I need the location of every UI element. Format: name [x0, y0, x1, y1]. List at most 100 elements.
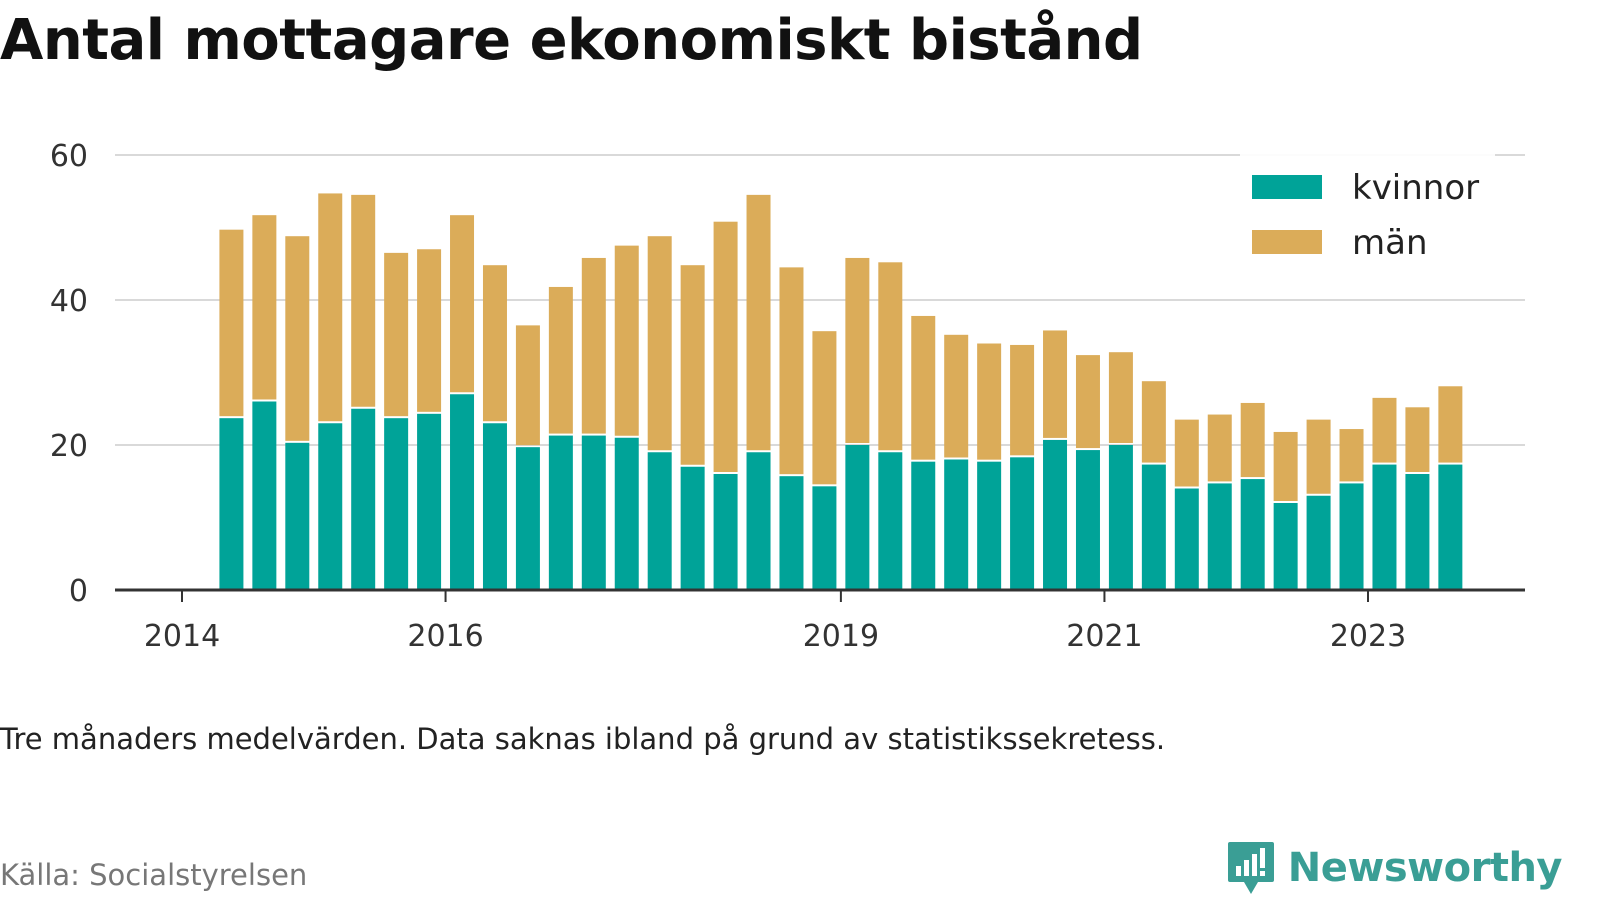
bar-segment-kvinnor — [351, 408, 376, 590]
bar-segment-man — [1075, 355, 1100, 449]
brand-logo[interactable]: Newsworthy — [1226, 840, 1563, 896]
legend-box — [1240, 153, 1495, 275]
x-tick-label: 2016 — [407, 619, 483, 654]
bar-segment-kvinnor — [1108, 445, 1133, 590]
y-tick-label: 0 — [69, 574, 88, 609]
bar-segment-kvinnor — [581, 435, 606, 590]
x-tick-label: 2021 — [1066, 619, 1142, 654]
bar-segment-man — [977, 343, 1002, 460]
bar-segment-man — [318, 193, 343, 422]
bar-segment-kvinnor — [878, 452, 903, 590]
bar-segment-man — [450, 215, 475, 393]
bar-segment-man — [384, 252, 409, 417]
bar-segment-kvinnor — [746, 452, 771, 590]
bar-segment-man — [1273, 431, 1298, 501]
bar-segment-kvinnor — [219, 418, 244, 590]
bar-segment-man — [1174, 419, 1199, 487]
bar-segment-kvinnor — [1075, 450, 1100, 590]
bar-segment-kvinnor — [977, 461, 1002, 590]
legend-swatch-kvinnor — [1252, 175, 1322, 199]
bar-segment-kvinnor — [812, 486, 837, 590]
bar-segment-man — [680, 265, 705, 465]
bar-segment-kvinnor — [548, 435, 573, 590]
x-tick-label: 2019 — [803, 619, 879, 654]
bar-segment-kvinnor — [252, 401, 277, 590]
legend-swatch-man — [1252, 230, 1322, 254]
bar-segment-kvinnor — [845, 445, 870, 590]
bar-segment-man — [1405, 407, 1430, 472]
brand-name: Newsworthy — [1287, 845, 1563, 891]
bar-segment-kvinnor — [1010, 457, 1035, 590]
bar-segment-kvinnor — [318, 423, 343, 590]
bar-segment-man — [647, 236, 672, 451]
bar-segment-man — [1010, 344, 1035, 456]
bar-segment-kvinnor — [647, 452, 672, 590]
bar-segment-kvinnor — [450, 394, 475, 590]
bar-segment-man — [219, 229, 244, 417]
legend-label-man: män — [1352, 223, 1428, 263]
bar-segment-man — [779, 267, 804, 475]
chart-title: Antal mottagare ekonomiskt bistånd — [0, 8, 1143, 73]
legend-label-kvinnor: kvinnor — [1352, 168, 1479, 208]
bar-segment-kvinnor — [1207, 483, 1232, 590]
bar-segment-kvinnor — [779, 476, 804, 590]
bar-segment-kvinnor — [680, 466, 705, 590]
bar-segment-man — [417, 249, 442, 412]
bar-segment-kvinnor — [1141, 464, 1166, 590]
axes: 0 20 40 60 2014 2016 2019 2021 2023 — [50, 139, 1525, 654]
bar-segment-kvinnor — [384, 418, 409, 590]
bar-segment-kvinnor — [1043, 439, 1068, 590]
bar-segment-man — [746, 194, 771, 451]
bar-segment-kvinnor — [1174, 488, 1199, 590]
y-tick-label: 20 — [50, 429, 88, 464]
bar-segment-man — [1339, 429, 1364, 482]
bar-segment-kvinnor — [285, 442, 310, 590]
bar-segment-kvinnor — [1372, 464, 1397, 590]
bar-segment-kvinnor — [713, 474, 738, 590]
x-tick-label: 2014 — [144, 619, 220, 654]
bar-segment-man — [614, 245, 639, 436]
bar-segment-man — [351, 194, 376, 407]
y-tick-label: 60 — [50, 139, 88, 174]
bar-segment-man — [812, 331, 837, 485]
bar-segment-man — [482, 265, 507, 422]
bar-segment-man — [944, 334, 969, 458]
bar-segment-kvinnor — [1438, 464, 1463, 590]
bar-segment-kvinnor — [482, 423, 507, 590]
bar-segment-man — [1141, 381, 1166, 463]
chart-note: Tre månaders medelvärden. Data saknas ib… — [0, 722, 1166, 756]
bar-segment-man — [1306, 419, 1331, 494]
newsworthy-logo-icon — [1227, 842, 1274, 894]
bar-segment-kvinnor — [1339, 483, 1364, 590]
bar-segment-kvinnor — [1405, 474, 1430, 590]
bar-segment-kvinnor — [1306, 495, 1331, 590]
bar-segment-man — [581, 257, 606, 434]
bar-segment-kvinnor — [515, 447, 540, 590]
bar-segment-man — [1108, 352, 1133, 443]
y-tick-label: 40 — [50, 284, 88, 319]
bar-segment-kvinnor — [417, 413, 442, 590]
bar-segment-kvinnor — [944, 459, 969, 590]
x-tick-label: 2023 — [1330, 619, 1406, 654]
bar-segment-man — [845, 257, 870, 443]
bar-segment-kvinnor — [1273, 503, 1298, 590]
bar-segment-man — [911, 315, 936, 460]
bar-segment-man — [1043, 330, 1068, 438]
bar-segment-man — [1372, 397, 1397, 463]
bar-segment-man — [252, 215, 277, 400]
bar-segment-man — [1438, 386, 1463, 463]
bar-segment-man — [1207, 414, 1232, 482]
bar-segment-kvinnor — [614, 437, 639, 590]
bar-segment-kvinnor — [911, 461, 936, 590]
bar-segment-man — [713, 221, 738, 472]
bar-segment-man — [285, 236, 310, 441]
bar-segment-man — [878, 262, 903, 451]
bar-segment-man — [548, 286, 573, 434]
bar-segment-kvinnor — [1240, 479, 1265, 590]
legend: kvinnor män — [1240, 153, 1495, 275]
bar-segment-man — [1240, 402, 1265, 478]
source-credit: Källa: Socialstyrelsen — [0, 858, 308, 892]
bar-segment-man — [515, 325, 540, 446]
bar-chart: 0 20 40 60 2014 2016 2019 2021 2023 kvinnor män — [50, 139, 1525, 654]
bars — [219, 193, 1463, 590]
